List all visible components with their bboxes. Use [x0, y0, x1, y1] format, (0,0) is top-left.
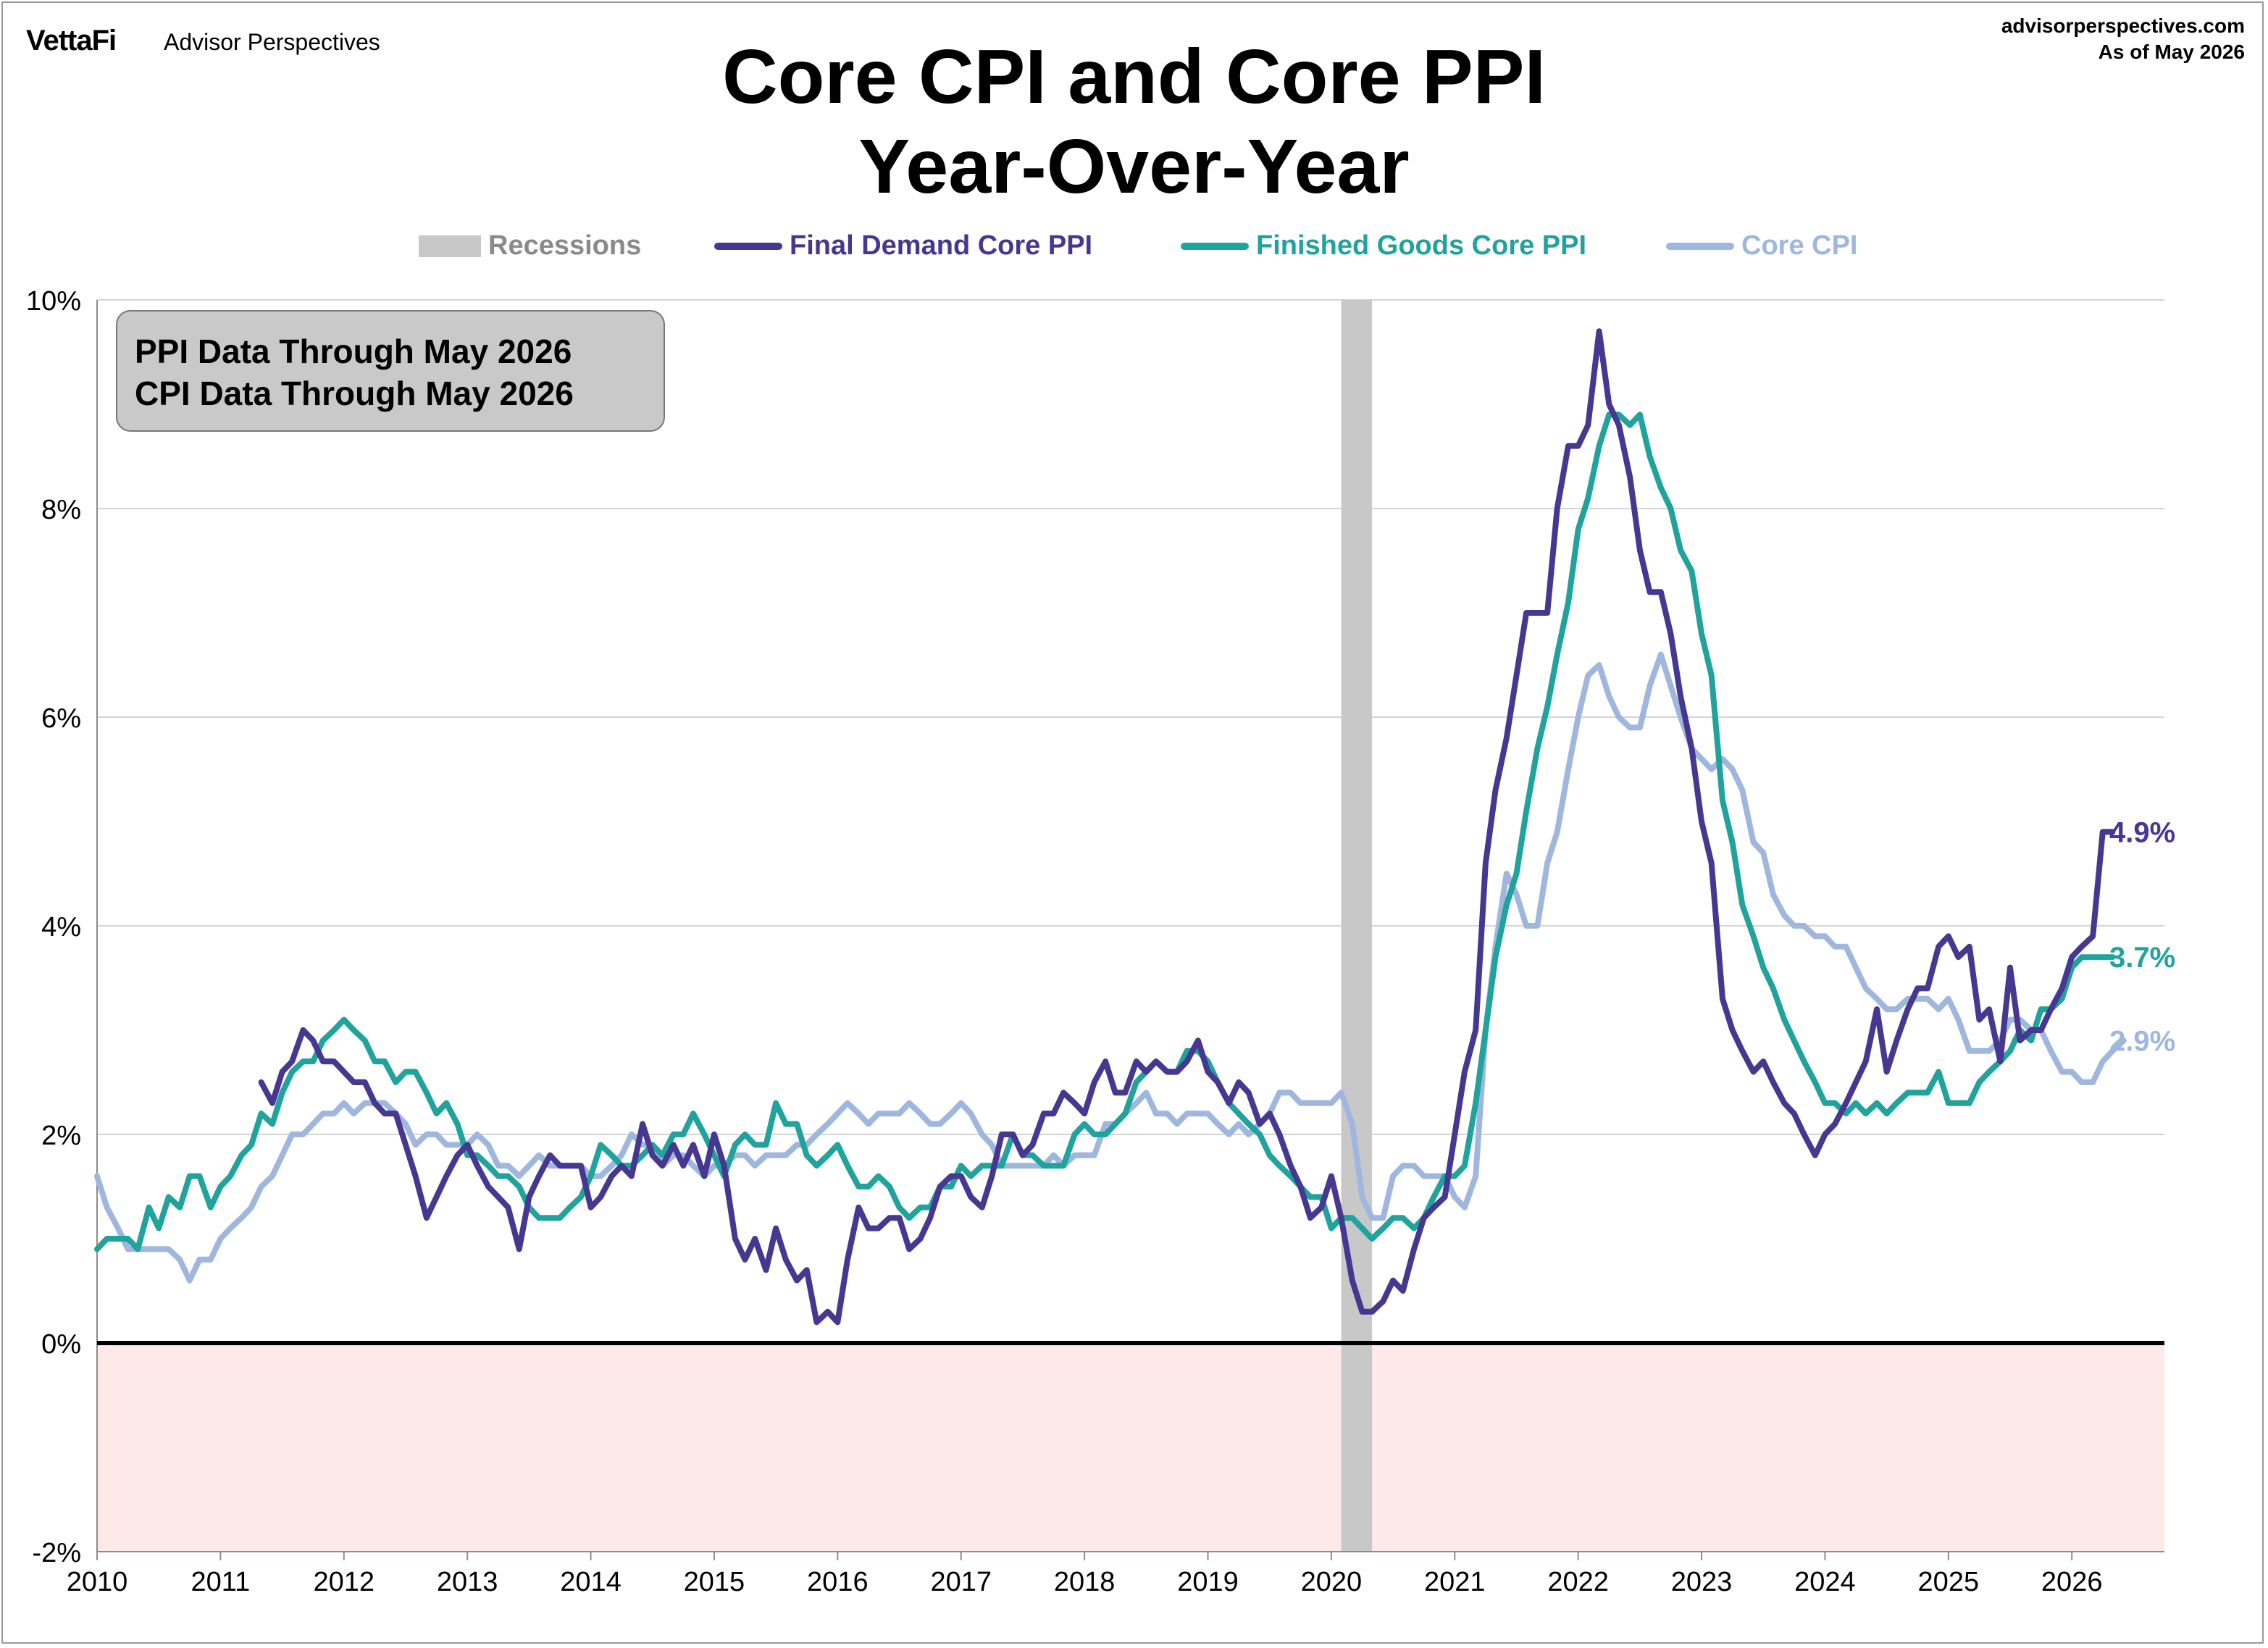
ppi-data-through: PPI Data Through May 2026: [135, 332, 572, 370]
chart-title-line1: Core CPI and Core PPI: [722, 34, 1546, 120]
x-tick-label: 2019: [1177, 1567, 1239, 1597]
core-cpi-line: [94, 651, 2127, 1284]
y-tick-label: -2%: [32, 1538, 81, 1568]
legend-recessions: Recessions: [419, 230, 641, 262]
y-tick-label: 10%: [26, 286, 81, 317]
y-tick-label: 6%: [41, 703, 81, 734]
legend-finished-goods: Finished Goods Core PPI: [1181, 230, 1586, 262]
site-url: advisorperspectives.com: [2001, 14, 2245, 37]
legend-finished-goods-label: Finished Goods Core PPI: [1256, 230, 1587, 261]
legend-final-demand: Final Demand Core PPI: [714, 230, 1092, 262]
legend-final-demand-swatch: [714, 242, 782, 250]
legend-recession-label: Recessions: [488, 230, 642, 261]
x-tick-label: 2024: [1794, 1567, 1856, 1597]
recession-band: [1341, 300, 1373, 1552]
x-tick-label: 2025: [1918, 1567, 1980, 1597]
advisor-perspectives-label: Advisor Perspectives: [164, 29, 380, 55]
x-tick-label: 2021: [1424, 1567, 1486, 1597]
x-tick-label: 2011: [191, 1567, 251, 1597]
legend-final-demand-label: Final Demand Core PPI: [790, 230, 1093, 261]
legend-core-cpi-label: Core CPI: [1741, 230, 1858, 261]
x-tick-label: 2017: [930, 1567, 992, 1597]
finished-goods-end-label: 3.7%: [2109, 942, 2175, 974]
as-of-date: As of May 2026: [2098, 41, 2245, 63]
chart-title-line2: Year-Over-Year: [858, 124, 1410, 209]
negative-zone: [97, 1343, 2164, 1552]
final-demand-core-ppi-line: [258, 328, 2116, 1326]
x-tick-label: 2012: [314, 1567, 375, 1597]
y-tick-label: 8%: [41, 495, 81, 525]
x-tick-label: 2014: [560, 1567, 622, 1597]
legend-recession-swatch: [419, 235, 481, 257]
data-through-box: PPI Data Through May 2026 CPI Data Throu…: [116, 310, 665, 432]
x-tick-label: 2013: [437, 1567, 498, 1597]
y-tick-label: 4%: [41, 912, 81, 942]
x-tick-label: 2023: [1671, 1567, 1733, 1597]
cpi-data-through: CPI Data Through May 2026: [135, 375, 574, 412]
finished-goods-core-ppi-line: [94, 411, 2116, 1252]
x-tick-label: 2020: [1301, 1567, 1363, 1597]
x-tick-label: 2026: [2041, 1567, 2103, 1597]
x-tick-label: 2015: [684, 1567, 745, 1597]
legend-core-cpi: Core CPI: [1666, 230, 1857, 262]
vettafi-logo: VettaFi: [26, 25, 117, 57]
x-tick-label: 2018: [1054, 1567, 1116, 1597]
x-tick-label: 2022: [1547, 1567, 1609, 1597]
y-tick-label: 0%: [41, 1329, 81, 1360]
core-cpi-end-label: 2.9%: [2109, 1025, 2175, 1057]
legend-finished-goods-swatch: [1181, 242, 1249, 250]
y-tick-label: 2%: [41, 1121, 81, 1151]
final-demand-end-label: 4.9%: [2109, 816, 2175, 848]
legend-core-cpi-swatch: [1666, 242, 1734, 250]
x-tick-label: 2010: [67, 1567, 128, 1597]
x-tick-label: 2016: [807, 1567, 869, 1597]
site-info: advisorperspectives.com As of May 2026: [2001, 13, 2245, 65]
